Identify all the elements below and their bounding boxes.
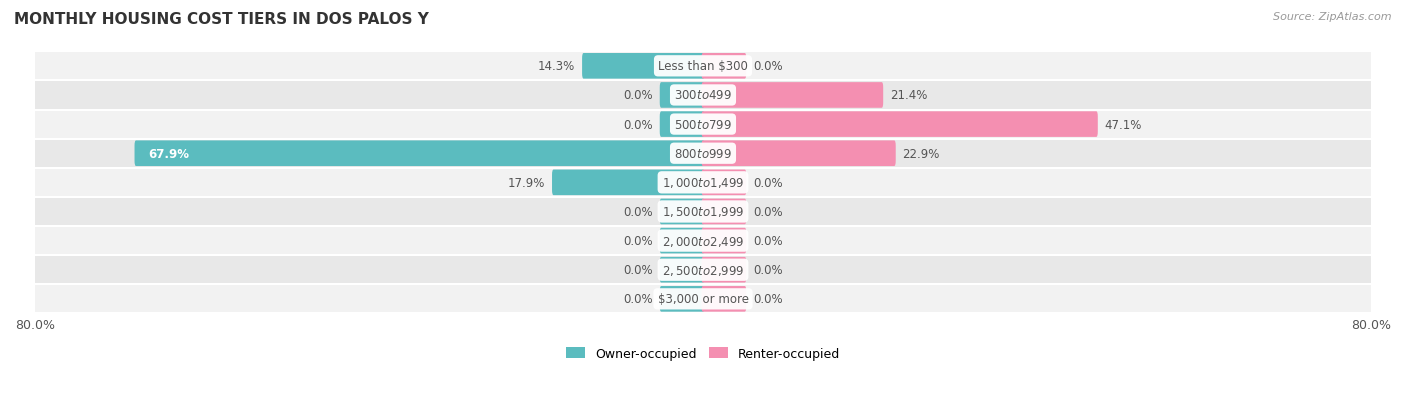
FancyBboxPatch shape [659,112,704,138]
FancyBboxPatch shape [702,228,747,254]
Text: 47.1%: 47.1% [1105,118,1142,131]
Text: $3,000 or more: $3,000 or more [658,293,748,306]
Bar [35,285,1371,313]
Text: 0.0%: 0.0% [623,89,652,102]
Text: Source: ZipAtlas.com: Source: ZipAtlas.com [1274,12,1392,22]
FancyBboxPatch shape [702,112,1098,138]
FancyBboxPatch shape [582,54,704,79]
Text: $2,500 to $2,999: $2,500 to $2,999 [662,263,744,277]
Text: 0.0%: 0.0% [623,293,652,306]
Text: $2,000 to $2,499: $2,000 to $2,499 [662,234,744,248]
Text: $500 to $799: $500 to $799 [673,118,733,131]
Text: Less than $300: Less than $300 [658,60,748,73]
Text: 0.0%: 0.0% [754,176,783,190]
FancyBboxPatch shape [702,257,747,283]
FancyBboxPatch shape [702,54,747,79]
FancyBboxPatch shape [702,199,747,225]
FancyBboxPatch shape [659,83,704,109]
Text: 0.0%: 0.0% [623,235,652,247]
Text: $300 to $499: $300 to $499 [673,89,733,102]
Bar [35,139,1371,169]
Text: 0.0%: 0.0% [623,263,652,277]
Bar [35,226,1371,256]
Text: 0.0%: 0.0% [754,235,783,247]
Bar [35,110,1371,139]
FancyBboxPatch shape [659,286,704,312]
Text: $1,000 to $1,499: $1,000 to $1,499 [662,176,744,190]
FancyBboxPatch shape [659,199,704,225]
Bar [35,81,1371,110]
Bar [35,52,1371,81]
Legend: Owner-occupied, Renter-occupied: Owner-occupied, Renter-occupied [561,342,845,365]
Text: MONTHLY HOUSING COST TIERS IN DOS PALOS Y: MONTHLY HOUSING COST TIERS IN DOS PALOS … [14,12,429,27]
Bar [35,169,1371,197]
Text: 0.0%: 0.0% [754,293,783,306]
FancyBboxPatch shape [702,286,747,312]
Text: 0.0%: 0.0% [623,206,652,218]
FancyBboxPatch shape [553,170,704,196]
FancyBboxPatch shape [659,257,704,283]
Text: 0.0%: 0.0% [623,118,652,131]
Bar [35,256,1371,285]
FancyBboxPatch shape [702,170,747,196]
Text: 21.4%: 21.4% [890,89,928,102]
Text: $800 to $999: $800 to $999 [673,147,733,160]
Text: 0.0%: 0.0% [754,263,783,277]
Text: 17.9%: 17.9% [508,176,546,190]
FancyBboxPatch shape [135,141,704,166]
Text: 22.9%: 22.9% [903,147,941,160]
Text: 67.9%: 67.9% [149,147,190,160]
Text: 0.0%: 0.0% [754,60,783,73]
Text: 0.0%: 0.0% [754,206,783,218]
FancyBboxPatch shape [702,83,883,109]
FancyBboxPatch shape [702,141,896,166]
FancyBboxPatch shape [659,228,704,254]
Text: 14.3%: 14.3% [538,60,575,73]
Bar [35,197,1371,226]
Text: $1,500 to $1,999: $1,500 to $1,999 [662,205,744,219]
